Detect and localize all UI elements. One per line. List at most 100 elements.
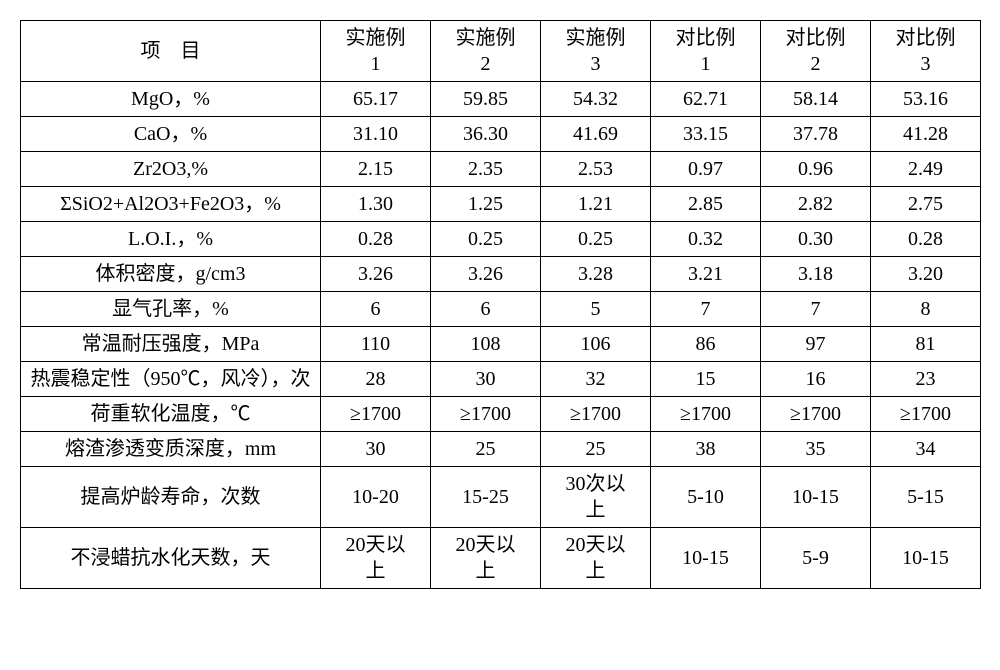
cell-1-0: 31.10	[321, 117, 431, 152]
cell-12-1: 20天以上	[431, 528, 541, 589]
row-label: 体积密度，g/cm3	[21, 257, 321, 292]
cell-10-5: 34	[871, 432, 981, 467]
table-header-row: 项 目实施例1实施例2实施例3对比例1对比例2对比例3	[21, 21, 981, 82]
cell-2-4: 0.96	[761, 152, 871, 187]
table-row: 热震稳定性（950℃，风冷），次283032151623	[21, 362, 981, 397]
row-label: L.O.I.，%	[21, 222, 321, 257]
cell-3-2: 1.21	[541, 187, 651, 222]
cell-2-2: 2.53	[541, 152, 651, 187]
cell-0-2: 54.32	[541, 82, 651, 117]
cell-10-1: 25	[431, 432, 541, 467]
column-header-3: 对比例1	[651, 21, 761, 82]
cell-8-3: 15	[651, 362, 761, 397]
cell-1-4: 37.78	[761, 117, 871, 152]
cell-8-4: 16	[761, 362, 871, 397]
cell-3-0: 1.30	[321, 187, 431, 222]
cell-3-5: 2.75	[871, 187, 981, 222]
cell-0-1: 59.85	[431, 82, 541, 117]
table-row: 显气孔率，%665778	[21, 292, 981, 327]
cell-11-4: 10-15	[761, 467, 871, 528]
table-row: 荷重软化温度，℃≥1700≥1700≥1700≥1700≥1700≥1700	[21, 397, 981, 432]
cell-9-3: ≥1700	[651, 397, 761, 432]
cell-5-1: 3.26	[431, 257, 541, 292]
table-row: CaO，%31.1036.3041.6933.1537.7841.28	[21, 117, 981, 152]
cell-5-4: 3.18	[761, 257, 871, 292]
cell-5-2: 3.28	[541, 257, 651, 292]
column-header-5: 对比例3	[871, 21, 981, 82]
row-label: 熔渣渗透变质深度，mm	[21, 432, 321, 467]
cell-2-5: 2.49	[871, 152, 981, 187]
cell-11-0: 10-20	[321, 467, 431, 528]
cell-2-3: 0.97	[651, 152, 761, 187]
cell-11-5: 5-15	[871, 467, 981, 528]
row-label: 荷重软化温度，℃	[21, 397, 321, 432]
data-table: 项 目实施例1实施例2实施例3对比例1对比例2对比例3MgO，%65.1759.…	[20, 20, 981, 589]
table-row: MgO，%65.1759.8554.3262.7158.1453.16	[21, 82, 981, 117]
cell-10-4: 35	[761, 432, 871, 467]
cell-9-0: ≥1700	[321, 397, 431, 432]
cell-4-3: 0.32	[651, 222, 761, 257]
cell-1-3: 33.15	[651, 117, 761, 152]
cell-4-2: 0.25	[541, 222, 651, 257]
row-label: CaO，%	[21, 117, 321, 152]
cell-9-5: ≥1700	[871, 397, 981, 432]
cell-7-0: 110	[321, 327, 431, 362]
cell-0-4: 58.14	[761, 82, 871, 117]
cell-4-1: 0.25	[431, 222, 541, 257]
table-row: 体积密度，g/cm33.263.263.283.213.183.20	[21, 257, 981, 292]
cell-1-2: 41.69	[541, 117, 651, 152]
cell-12-3: 10-15	[651, 528, 761, 589]
row-label: 不浸蜡抗水化天数，天	[21, 528, 321, 589]
cell-11-2: 30次以上	[541, 467, 651, 528]
table-row: 不浸蜡抗水化天数，天20天以上20天以上20天以上10-155-910-15	[21, 528, 981, 589]
cell-8-5: 23	[871, 362, 981, 397]
cell-10-3: 38	[651, 432, 761, 467]
cell-0-5: 53.16	[871, 82, 981, 117]
cell-10-2: 25	[541, 432, 651, 467]
cell-7-4: 97	[761, 327, 871, 362]
row-label: ΣSiO2+Al2O3+Fe2O3，%	[21, 187, 321, 222]
cell-7-2: 106	[541, 327, 651, 362]
cell-0-3: 62.71	[651, 82, 761, 117]
cell-3-1: 1.25	[431, 187, 541, 222]
cell-6-1: 6	[431, 292, 541, 327]
row-label: 显气孔率，%	[21, 292, 321, 327]
column-header-4: 对比例2	[761, 21, 871, 82]
table-row: Zr2O3,%2.152.352.530.970.962.49	[21, 152, 981, 187]
cell-12-2: 20天以上	[541, 528, 651, 589]
row-label: 常温耐压强度，MPa	[21, 327, 321, 362]
table-row: 提高炉龄寿命，次数10-2015-2530次以上5-1010-155-15	[21, 467, 981, 528]
cell-0-0: 65.17	[321, 82, 431, 117]
cell-2-1: 2.35	[431, 152, 541, 187]
cell-4-4: 0.30	[761, 222, 871, 257]
row-label: 提高炉龄寿命，次数	[21, 467, 321, 528]
cell-12-4: 5-9	[761, 528, 871, 589]
cell-8-0: 28	[321, 362, 431, 397]
cell-6-2: 5	[541, 292, 651, 327]
table-row: ΣSiO2+Al2O3+Fe2O3，%1.301.251.212.852.822…	[21, 187, 981, 222]
cell-3-3: 2.85	[651, 187, 761, 222]
cell-6-0: 6	[321, 292, 431, 327]
cell-7-3: 86	[651, 327, 761, 362]
cell-9-4: ≥1700	[761, 397, 871, 432]
cell-1-1: 36.30	[431, 117, 541, 152]
cell-9-1: ≥1700	[431, 397, 541, 432]
table-row: 熔渣渗透变质深度，mm302525383534	[21, 432, 981, 467]
row-label: MgO，%	[21, 82, 321, 117]
cell-5-3: 3.21	[651, 257, 761, 292]
cell-7-5: 81	[871, 327, 981, 362]
table-row: 常温耐压强度，MPa110108106869781	[21, 327, 981, 362]
cell-8-1: 30	[431, 362, 541, 397]
cell-6-4: 7	[761, 292, 871, 327]
row-label: 热震稳定性（950℃，风冷），次	[21, 362, 321, 397]
cell-4-0: 0.28	[321, 222, 431, 257]
cell-5-0: 3.26	[321, 257, 431, 292]
cell-12-0: 20天以上	[321, 528, 431, 589]
cell-9-2: ≥1700	[541, 397, 651, 432]
cell-1-5: 41.28	[871, 117, 981, 152]
cell-11-1: 15-25	[431, 467, 541, 528]
cell-11-3: 5-10	[651, 467, 761, 528]
cell-4-5: 0.28	[871, 222, 981, 257]
cell-6-3: 7	[651, 292, 761, 327]
cell-7-1: 108	[431, 327, 541, 362]
